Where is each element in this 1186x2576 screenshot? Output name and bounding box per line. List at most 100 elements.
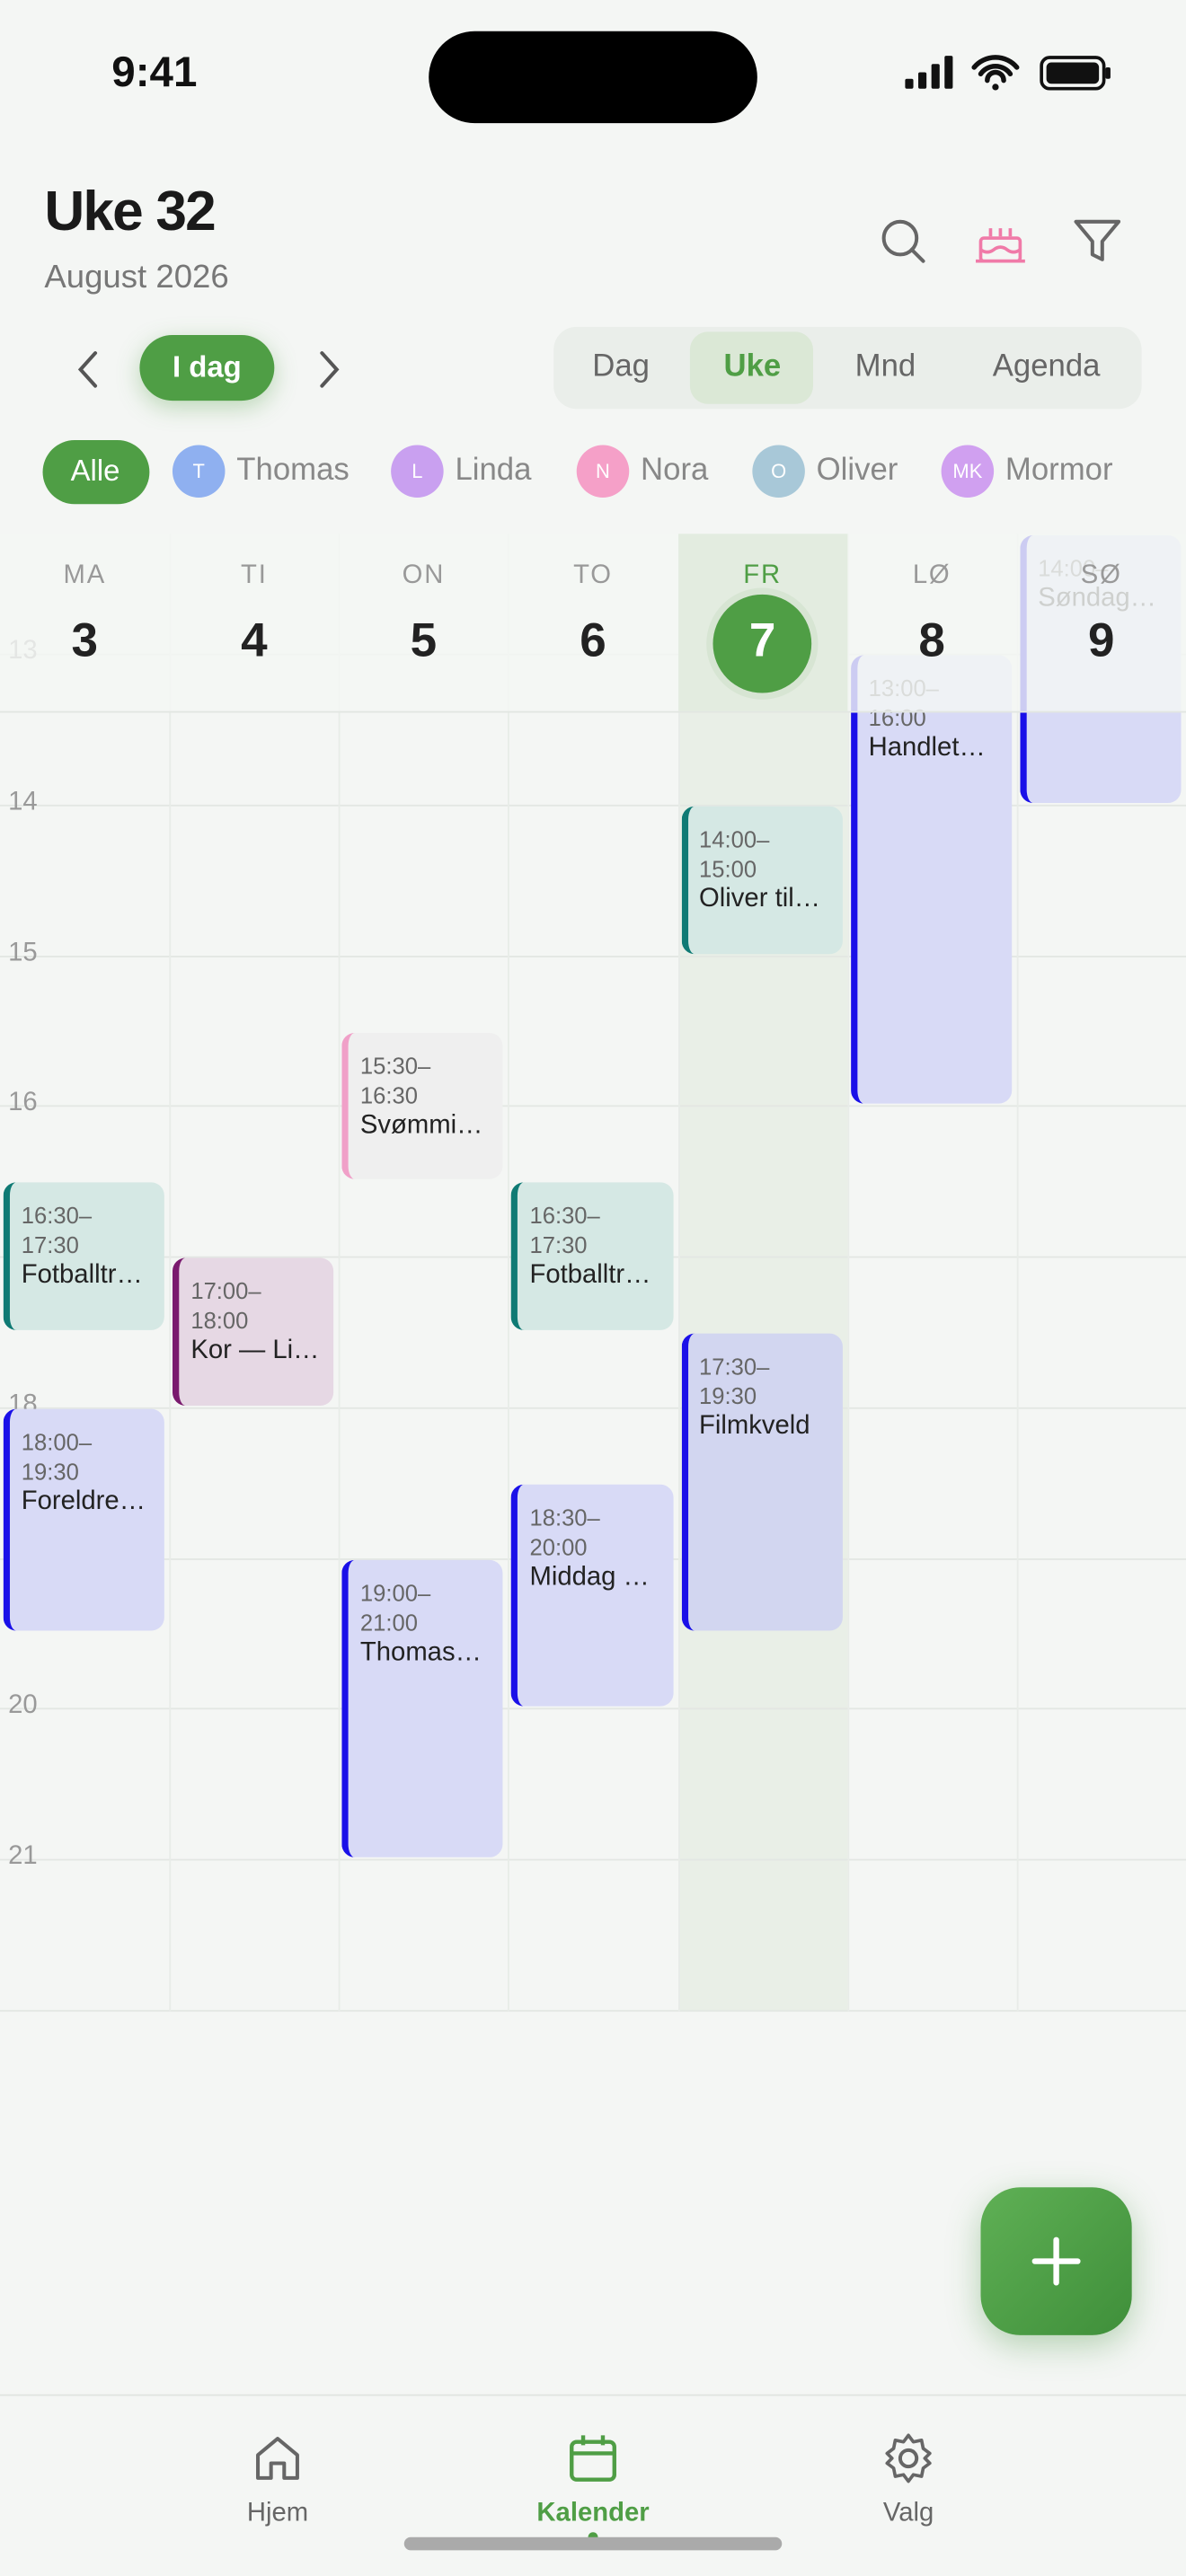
tab-label[interactable]: Hjem	[246, 2499, 309, 2527]
tab-icon[interactable]	[567, 2432, 620, 2485]
event-title: Fotballtr…	[529, 1261, 651, 1290]
avatar[interactable]	[172, 445, 226, 498]
hour-label: 16	[8, 1089, 38, 1117]
top-bar: 9:41 Uke 32 August 2026 I dag Dag Uke Mnd A…	[0, 0, 1186, 534]
event-title: Handlet…	[868, 734, 986, 763]
weekday: TI	[241, 561, 268, 590]
event-card[interactable]: 13:00–16:00Handlet…	[850, 656, 1012, 1105]
person-name[interactable]: Nora	[641, 453, 709, 489]
weekday: FR	[743, 561, 782, 590]
event-time: 18:30–20:00	[529, 1504, 600, 1560]
person-name[interactable]: Mormor	[1005, 453, 1113, 489]
hour-line	[0, 804, 1186, 807]
avatar-initial[interactable]: L	[412, 459, 423, 483]
today-column	[677, 534, 847, 2012]
event-time: 17:00–18:00	[190, 1277, 261, 1334]
date: 9	[1087, 614, 1115, 668]
person-name[interactable]: Oliver	[816, 453, 898, 489]
event-card[interactable]: 19:00–21:00 Thomas…	[341, 1558, 504, 1857]
event-title: Foreldre…	[21, 1487, 146, 1516]
add-event-button[interactable]	[980, 2187, 1132, 2335]
weekday: TO	[573, 561, 613, 590]
day-separator	[339, 534, 341, 2012]
today-label[interactable]: I dag	[172, 350, 242, 384]
dynamic-island	[429, 31, 757, 124]
hour-label: 21	[8, 1842, 38, 1871]
event-card[interactable]: 16:30–17:30 Fotballtr…	[511, 1182, 673, 1330]
event-title: Kor — Li…	[190, 1337, 320, 1365]
event-time: 14:00–15:00	[699, 825, 770, 882]
month-subtitle: August 2026	[44, 259, 229, 296]
avatar-initial[interactable]: O	[771, 459, 787, 483]
event-card[interactable]: 15:30–16:30 Svømmi…	[341, 1032, 504, 1180]
person-name[interactable]: Linda	[455, 453, 532, 489]
view-option[interactable]: Dag	[592, 349, 650, 384]
day-separator	[846, 534, 849, 2012]
event-time: 17:30–19:30	[699, 1353, 770, 1409]
day-separator	[1016, 534, 1019, 2012]
weekday: MA	[63, 561, 107, 590]
day-separator	[508, 534, 510, 2012]
event-time: 16:30–17:30	[529, 1202, 600, 1258]
hour-line	[0, 955, 1186, 957]
view-active-pill	[689, 331, 814, 404]
view-option[interactable]: Uke	[723, 349, 782, 384]
hour-label: 15	[8, 939, 38, 967]
event-card[interactable]: 17:30–19:30 Filmkveld	[680, 1333, 843, 1632]
week-title: Uke 32	[44, 181, 216, 243]
hour-line	[0, 1707, 1186, 1710]
event-card[interactable]: 14:00–15:00 Oliver til…	[680, 806, 843, 954]
date: 3	[71, 614, 99, 668]
tab-label[interactable]: Kalender	[536, 2499, 650, 2527]
hour-label: 20	[8, 1691, 38, 1720]
weekday: SØ	[1080, 561, 1122, 590]
prev-week[interactable]	[66, 345, 115, 394]
event-time: 18:00–19:30	[21, 1428, 93, 1485]
avatar[interactable]	[941, 445, 995, 498]
view-option[interactable]: Mnd	[854, 349, 916, 384]
view-option[interactable]: Agenda	[992, 349, 1101, 384]
tab-icon[interactable]	[252, 2432, 305, 2485]
today-circle	[712, 594, 812, 693]
avatar-initial[interactable]: MK	[952, 459, 983, 483]
event-card[interactable]: 16:30–17:30 Fotballtr…	[3, 1182, 165, 1330]
avatar[interactable]	[752, 445, 805, 498]
date: 6	[580, 614, 606, 668]
event-time: 19:00–21:00	[359, 1578, 431, 1636]
status-time: 9:41	[111, 47, 198, 96]
today-button[interactable]	[139, 334, 275, 401]
hour-label: 14	[8, 788, 38, 816]
event-title: Thomas…	[359, 1637, 482, 1666]
day-header: MA 3 TI 4 ON 5 TO 6 FR 7 LØ 8 SØ 9	[0, 534, 1186, 713]
avatar[interactable]	[576, 445, 630, 498]
weekday: LØ	[912, 561, 951, 590]
tab-label[interactable]: Valg	[882, 2499, 934, 2527]
header-actions[interactable]	[871, 210, 1134, 276]
filter-all-pill[interactable]	[42, 439, 150, 505]
event-title: Filmkveld	[699, 1412, 810, 1441]
hour-line	[0, 1858, 1186, 1861]
status-icons	[905, 55, 1111, 91]
date: 5	[410, 614, 438, 668]
date: 8	[918, 614, 945, 668]
person-name[interactable]: Thomas	[236, 453, 350, 489]
avatar-initial[interactable]: T	[192, 459, 205, 483]
event-title: Fotballtr…	[21, 1261, 143, 1290]
event-title: Middag …	[529, 1562, 650, 1591]
avatar-initial[interactable]: N	[596, 459, 610, 483]
filter-all[interactable]: Alle	[70, 454, 120, 488]
next-week[interactable]	[305, 345, 355, 394]
view-switcher	[553, 326, 1142, 410]
event-card[interactable]: 18:00–19:30 Foreldre…	[3, 1408, 165, 1632]
tab-icon[interactable]	[882, 2432, 935, 2485]
avatar[interactable]	[391, 445, 444, 498]
hour-line	[0, 1407, 1186, 1409]
day-separator	[677, 534, 680, 2012]
date: 4	[241, 614, 268, 668]
event-time: 16:30–17:30	[21, 1202, 93, 1258]
event-card[interactable]: 17:00–18:00 Kor — Li…	[173, 1257, 334, 1406]
weekday: ON	[402, 561, 446, 590]
event-card[interactable]: 18:30–20:00 Middag …	[511, 1484, 673, 1707]
